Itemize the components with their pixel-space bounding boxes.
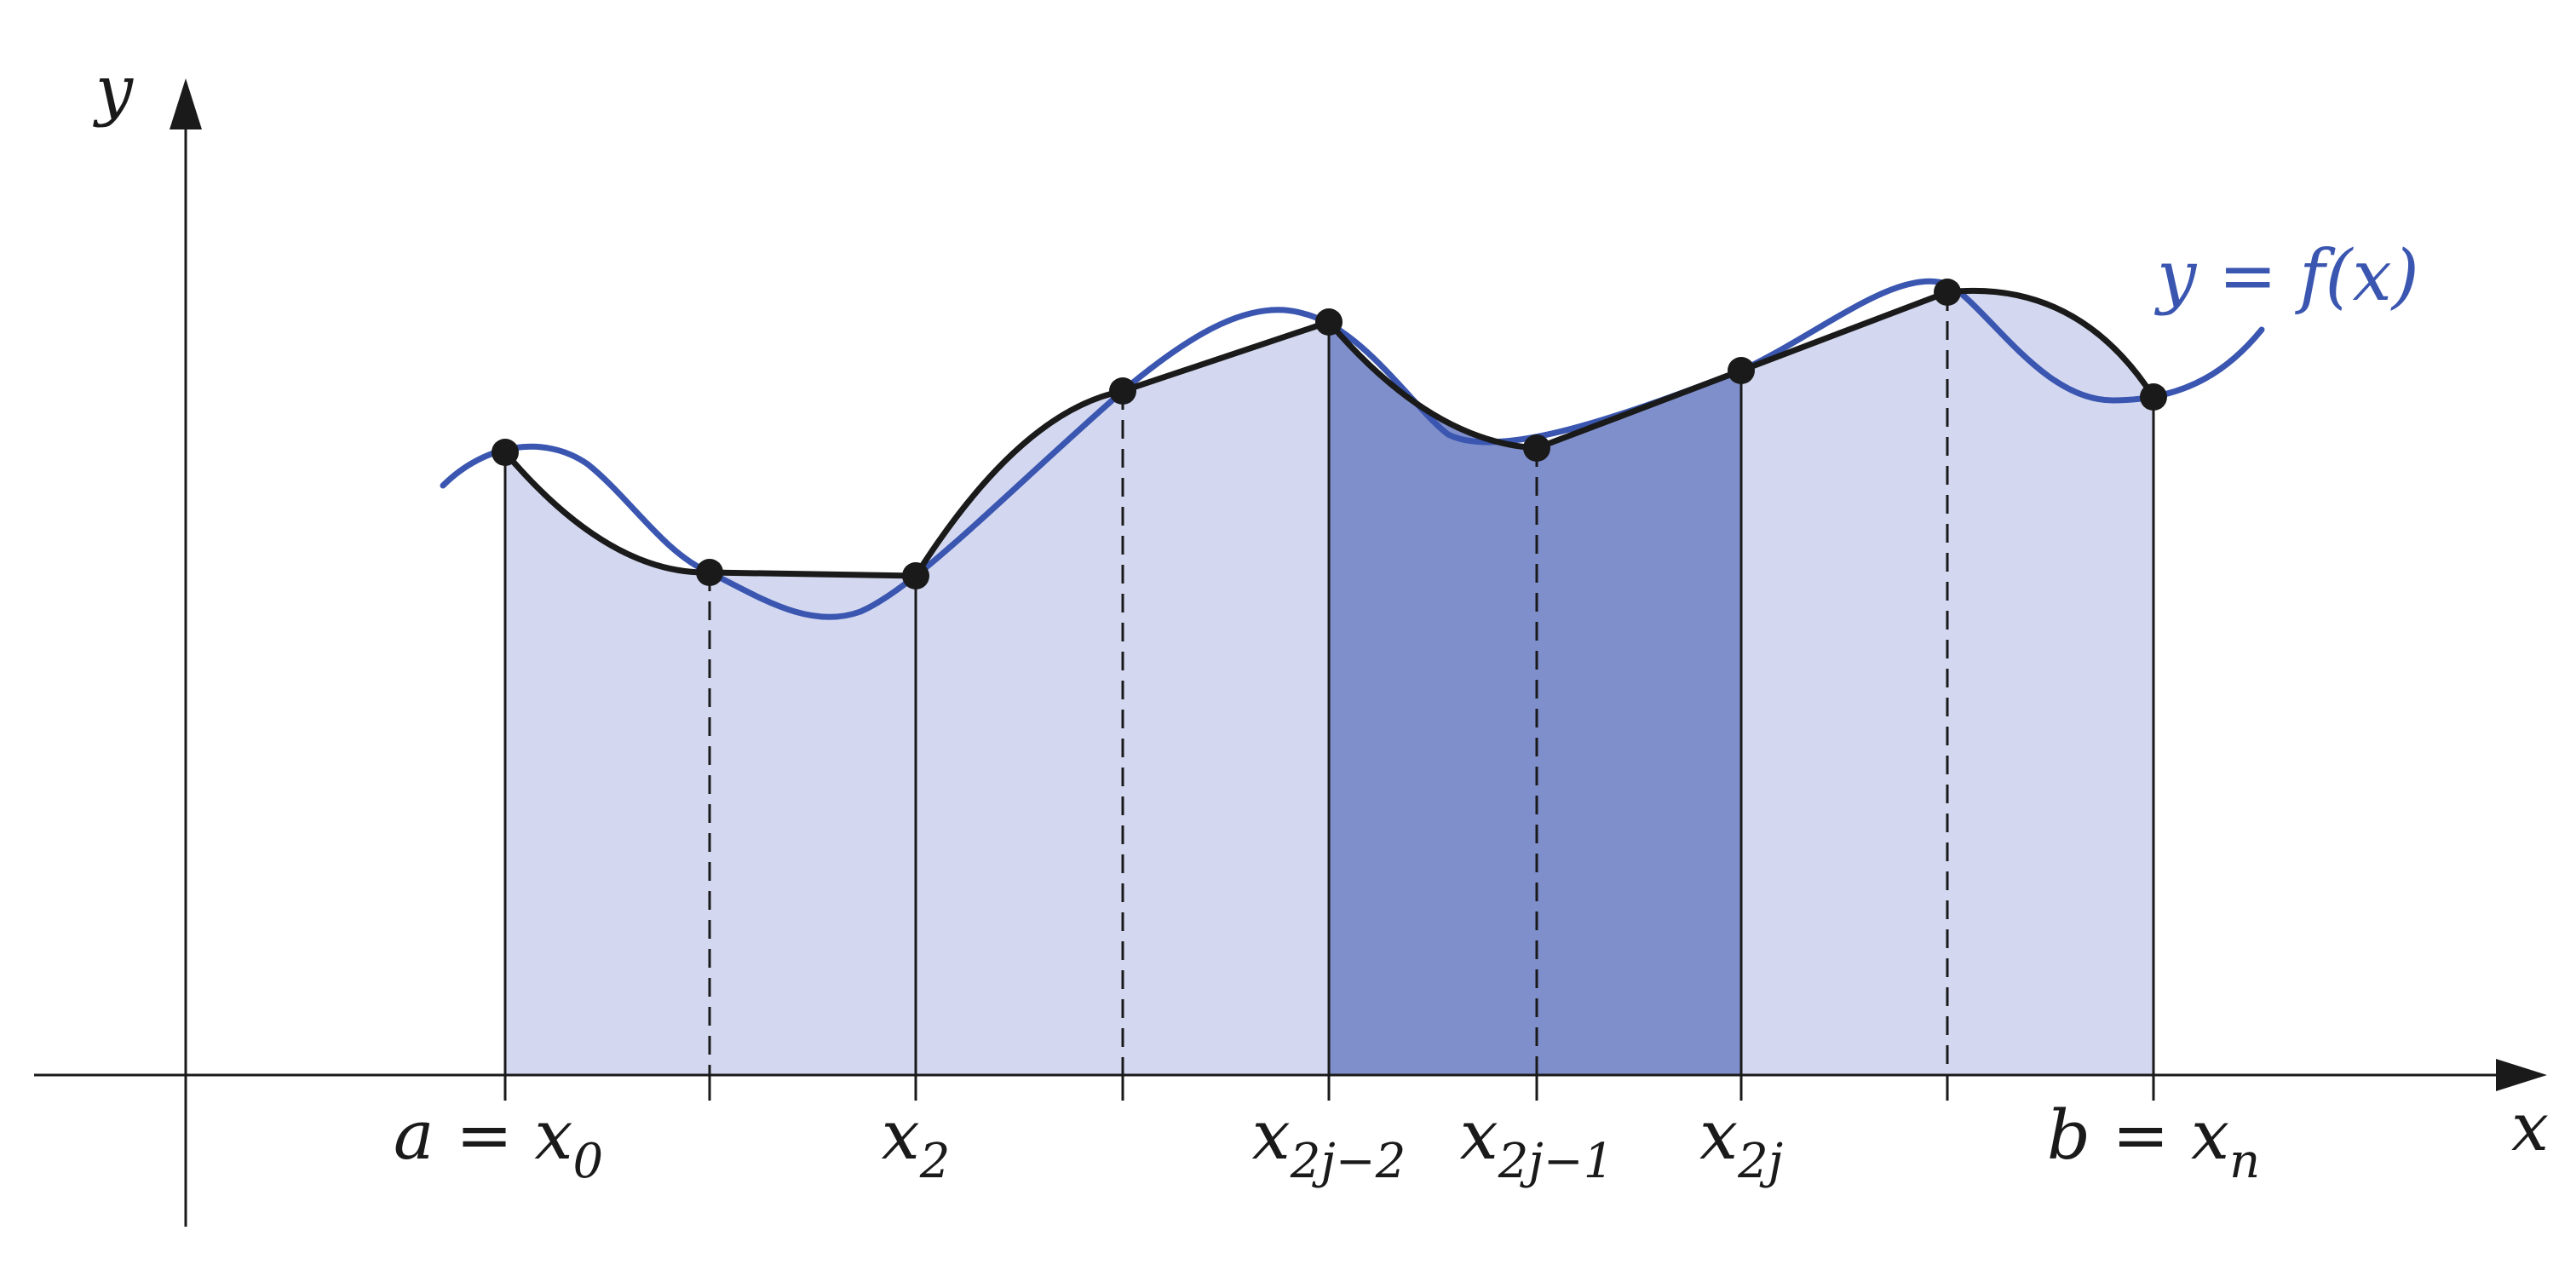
- point-x1: [696, 559, 723, 586]
- x-axis-label: x: [2511, 1090, 2549, 1166]
- curve-label: y = f(x): [2153, 236, 2419, 317]
- shaded-area-highlighted: [1329, 322, 1741, 1075]
- tick-label-a-x0: a = x0: [394, 1095, 603, 1189]
- point-x0: [492, 439, 519, 466]
- y-axis-arrow-icon: [170, 78, 202, 129]
- grid-lines: [503, 292, 2155, 1075]
- tick-label-x2j: x2j: [1699, 1095, 1783, 1189]
- x-axis-arrow-icon: [2496, 1059, 2547, 1091]
- parabolic-arcs: [502, 287, 2157, 579]
- point-x2: [902, 562, 929, 589]
- point-x2j: [1728, 357, 1755, 384]
- tick-label-x2j-2: x2j−2: [1252, 1095, 1406, 1189]
- point-x2j-2: [1315, 308, 1343, 336]
- point-xn: [2140, 383, 2167, 411]
- tick-label-b-xn: b = xn: [2047, 1095, 2260, 1189]
- sample-points: [492, 279, 2167, 589]
- tick-marks: [503, 1075, 2155, 1101]
- tick-label-x2: x2: [882, 1095, 951, 1189]
- function-curve: [440, 278, 2265, 620]
- tick-label-x2j-1: x2j−1: [1460, 1095, 1614, 1189]
- point-x2j+1: [1934, 279, 1961, 306]
- point-x2j-1: [1523, 434, 1550, 462]
- point-x3: [1109, 377, 1136, 405]
- y-axis-label: y: [93, 52, 134, 129]
